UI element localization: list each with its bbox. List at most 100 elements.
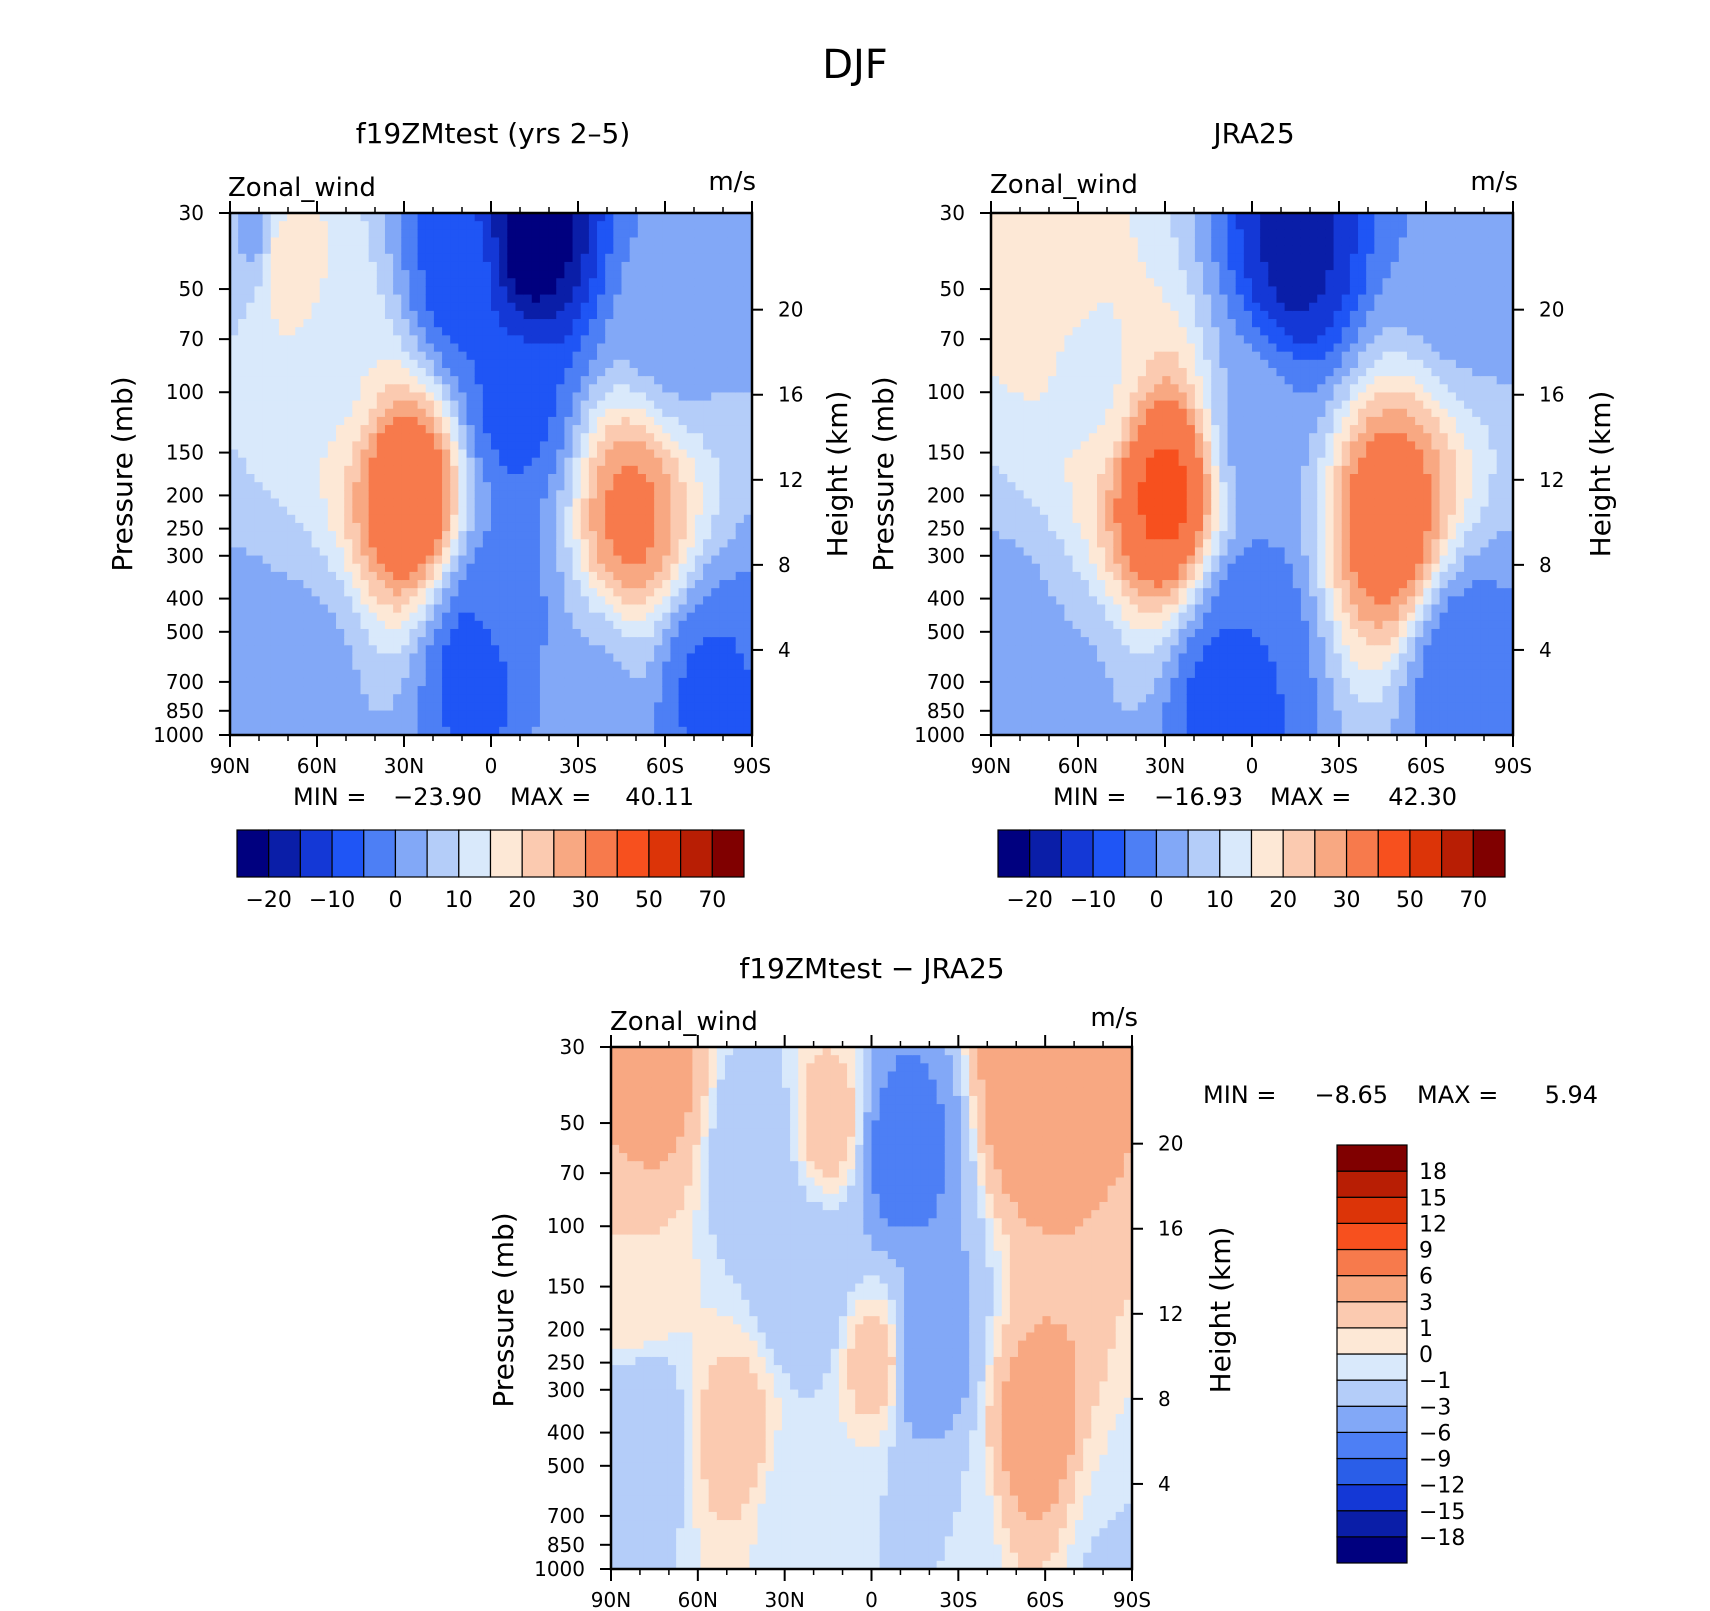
field-cell: [694, 367, 704, 377]
field-cell: [515, 286, 525, 296]
field-cell: [507, 449, 517, 459]
field-cell: [287, 294, 296, 304]
field-cell: [270, 302, 280, 312]
field-cell: [564, 612, 574, 622]
field-cell: [287, 580, 296, 589]
field-cell: [344, 702, 353, 712]
field-cell: [564, 588, 574, 597]
field-cell: [384, 653, 394, 663]
field-cell: [743, 669, 753, 679]
field-cell: [621, 229, 631, 239]
field-cell: [401, 710, 411, 720]
field-cell: [670, 270, 680, 279]
field-cell: [605, 588, 614, 597]
field-cell: [686, 221, 696, 230]
field-cell: [295, 310, 305, 320]
field-cell: [523, 474, 533, 483]
field-cell: [482, 637, 492, 646]
field-cell: [999, 384, 1008, 394]
field-cell: [999, 637, 1008, 646]
field-cell: [1048, 441, 1057, 451]
field-cell: [368, 522, 378, 532]
field-cell: [1056, 588, 1066, 597]
field-cell: [597, 441, 606, 451]
field-cell: [458, 637, 468, 646]
field-cell: [384, 343, 394, 353]
field-cell: [564, 416, 574, 426]
field-cell: [491, 367, 500, 377]
field-cell: [238, 253, 247, 263]
field-cell: [694, 702, 704, 712]
field-cell: [1056, 457, 1066, 467]
field-cell: [654, 465, 663, 475]
field-cell: [442, 449, 451, 459]
field-cell: [743, 335, 753, 345]
field-cell: [1056, 514, 1066, 524]
field-cell: [311, 596, 321, 606]
field-cell: [1056, 555, 1066, 565]
field-cell: [352, 702, 362, 712]
field-cell: [303, 547, 313, 557]
field-cell: [991, 686, 1000, 695]
field-cell: [1031, 539, 1041, 549]
field-cell: [523, 539, 533, 549]
field-cell: [556, 677, 566, 687]
field-cell: [645, 506, 655, 516]
field-cell: [1007, 490, 1017, 500]
field-cell: [303, 669, 313, 679]
field-cell: [523, 286, 533, 296]
field-cell: [1072, 343, 1082, 353]
field-cell: [417, 449, 427, 459]
field-cell: [548, 221, 557, 230]
field-cell: [238, 580, 247, 589]
field-cell: [303, 726, 313, 736]
field-cell: [458, 245, 468, 255]
field-cell: [417, 384, 427, 394]
field-cell: [368, 702, 378, 712]
field-cell: [409, 278, 419, 288]
field-cell: [637, 286, 647, 296]
field-cell: [515, 514, 525, 524]
field-cell: [539, 367, 549, 377]
field-cell: [711, 531, 720, 540]
field-cell: [662, 359, 672, 369]
field-cell: [1080, 286, 1090, 296]
field-cell: [499, 384, 508, 394]
field-cell: [1048, 653, 1057, 663]
field-cell: [344, 465, 353, 475]
field-cell: [621, 718, 631, 728]
field-cell: [605, 384, 614, 394]
field-cell: [270, 416, 280, 426]
field-cell: [539, 270, 549, 279]
field-cell: [564, 384, 574, 394]
x-tick-label: 90N: [210, 754, 250, 778]
field-cell: [531, 465, 541, 475]
field-cell: [1080, 359, 1090, 369]
field-cell: [433, 718, 443, 728]
field-cell: [433, 237, 443, 247]
field-cell: [523, 661, 533, 671]
field-cell: [999, 506, 1008, 516]
field-cell: [743, 400, 753, 410]
field-cell: [539, 547, 549, 557]
field-cell: [637, 343, 647, 353]
field-cell: [336, 213, 345, 222]
field-cell: [270, 400, 280, 410]
field-cell: [319, 661, 329, 671]
field-cell: [588, 653, 598, 663]
field-cell: [605, 253, 614, 263]
field-cell: [458, 221, 468, 230]
field-cell: [1007, 351, 1017, 361]
field-cell: [564, 367, 574, 377]
field-cell: [1072, 286, 1082, 296]
field-cell: [499, 596, 508, 606]
field-cell: [515, 221, 525, 230]
field-cell: [991, 392, 1000, 402]
field-cell: [564, 310, 574, 320]
field-cell: [368, 376, 378, 385]
field-cell: [482, 555, 492, 565]
field-cell: [336, 547, 345, 557]
field-cell: [1080, 718, 1090, 728]
field-cell: [1007, 310, 1017, 320]
field-cell: [262, 514, 272, 524]
